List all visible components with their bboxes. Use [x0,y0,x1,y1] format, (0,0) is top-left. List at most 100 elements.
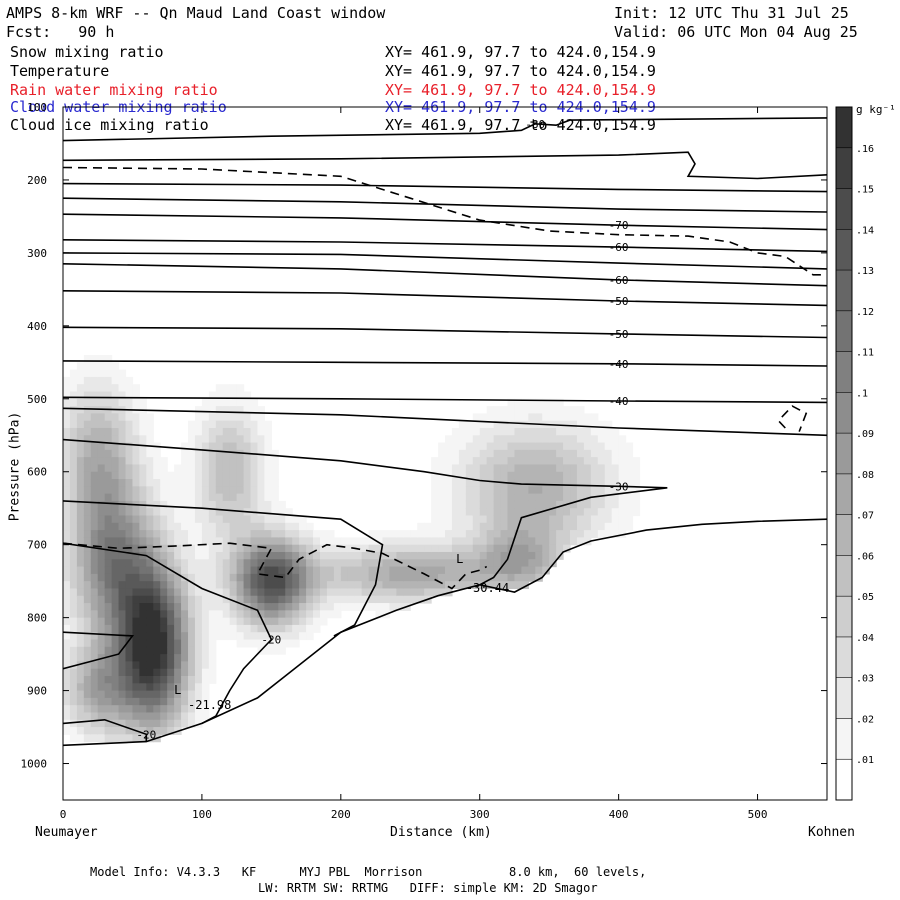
snow-cell [125,617,134,626]
snow-cell [222,457,231,466]
snow-cell [167,639,175,648]
snow-cell [507,515,516,524]
snow-cell [174,508,182,517]
snow-cell [528,544,536,553]
snow-cell [63,675,71,684]
snow-cell [153,719,161,728]
snow-cell [229,617,238,626]
snow-cell [542,479,550,487]
snow-cell [132,668,140,677]
snow-cell [257,573,266,582]
snow-cell [208,515,217,524]
snow-cell [125,624,134,633]
snow-cell [167,646,175,655]
snow-cell [396,559,404,568]
snow-cell [236,420,245,429]
snow-cell [104,537,113,546]
snow-cell [125,413,134,422]
snow-cell [215,588,224,597]
snow-cell [90,398,99,407]
snow-cell [264,508,272,517]
snow-cell [285,530,293,538]
snow-cell [118,675,127,684]
colorbar-swatch [836,188,852,230]
snow-cell [153,537,161,546]
snow-cell [514,581,522,590]
snow-cell [146,668,154,677]
snow-cell [83,595,92,604]
snow-cell [618,522,627,531]
snow-cell [160,522,168,531]
snow-cell [542,566,550,575]
snow-cell [194,624,203,633]
snow-cell [215,610,224,619]
snow-cell [174,719,182,728]
snow-cell [132,573,140,582]
snow-cell [445,544,453,553]
snow-cell [257,603,266,611]
snow-cell [514,559,522,568]
snow-cell [319,617,328,626]
snow-cell [542,559,550,568]
snow-cell [215,486,224,495]
snow-cell [132,522,140,531]
snow-cell [243,500,252,509]
snow-cell [451,522,460,531]
snow-cell [549,464,557,473]
snow-cell [285,632,293,641]
snow-cell [194,705,203,714]
snow-cell [236,595,245,604]
snow-cell [493,457,502,466]
snow-cell [132,384,140,393]
snow-cell [299,588,307,597]
snow-cell [146,573,154,582]
snow-cell [479,559,488,568]
snow-cell [458,515,467,524]
snow-cell [271,493,279,502]
snow-cell [306,537,314,546]
snow-cell [153,697,161,706]
snow-cell [597,464,606,473]
snow-cell [76,391,85,400]
snow-cell [146,581,154,590]
snow-cell [188,457,196,466]
snow-cell [83,479,92,487]
snow-cell [417,530,425,538]
snow-cell [63,697,71,706]
snow-cell [167,595,175,604]
snow-cell [76,675,85,684]
snow-cell [549,479,557,487]
snow-cell [111,617,120,626]
snow-cell [188,486,196,495]
snow-cell [63,479,71,487]
snow-cell [160,617,168,626]
snow-cell [243,435,252,444]
snow-cell [132,675,140,684]
snow-cell [257,442,266,451]
snow-cell [597,449,606,458]
snow-cell [111,515,120,524]
snow-cell [167,668,175,677]
snow-cell [410,537,418,546]
snow-cell [236,391,245,400]
snow-cell [90,493,99,502]
snow-cell [549,500,557,509]
snow-cell [306,588,314,597]
snow-cell [472,457,481,466]
snow-cell [590,464,599,473]
snow-cell [111,449,120,458]
snow-cell [201,559,210,568]
snow-cell [368,537,377,546]
snow-cell [167,522,175,531]
snow-cell [576,515,585,524]
snow-cell [146,617,154,626]
snow-cell [104,493,113,502]
snow-cell [139,537,147,546]
snow-cell [167,559,175,568]
snow-cell [625,471,634,480]
snow-cell [604,435,613,444]
snow-cell [132,690,140,699]
snow-cell [500,420,509,429]
colorbar-swatch [836,433,852,474]
snow-cell [229,566,238,575]
